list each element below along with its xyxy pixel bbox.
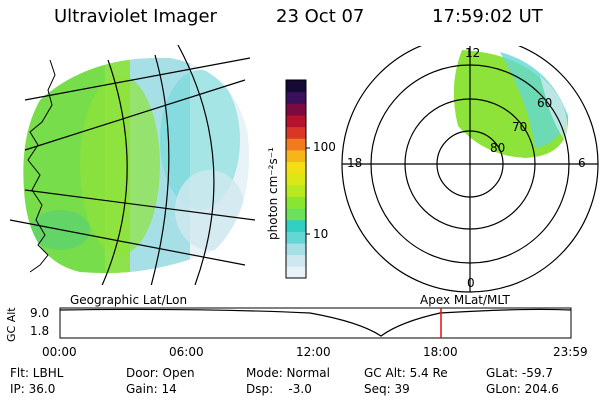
ip-status: IP: 36.0	[10, 382, 56, 396]
altitude-plot	[59, 307, 572, 339]
time-tick-2359: 23:59	[553, 345, 588, 359]
mlat-80-label: 80	[490, 141, 506, 155]
gc-alt-status: GC Alt: 5.4 Re	[364, 366, 448, 380]
colorbar-stripe	[286, 219, 306, 232]
colorbar-stripe	[286, 126, 306, 139]
mlt-12-label: 12	[465, 46, 481, 60]
colorbar	[285, 79, 310, 279]
colorbar-label: photon cm⁻²s⁻¹	[266, 147, 280, 240]
colorbar-stripe	[286, 266, 306, 279]
time-tick-0600: 06:00	[169, 345, 204, 359]
coastline	[27, 59, 56, 273]
filter-status: Flt: LBHL	[10, 366, 64, 380]
colorbar-tick-100: 100	[313, 140, 336, 154]
colorbar-stripe	[286, 138, 306, 151]
gain-status: Gain: 14	[126, 382, 177, 396]
graticule	[9, 44, 256, 285]
mlt-6-label: 6	[578, 156, 586, 170]
colorbar-stripe	[286, 91, 306, 104]
colorbar-stripe	[286, 231, 306, 244]
mlt-18-label: 18	[347, 156, 363, 170]
glat-status: GLat: -59.7	[486, 366, 553, 380]
door-status: Door: Open	[126, 366, 195, 380]
polar-plot	[341, 46, 599, 293]
colorbar-stripe	[286, 173, 306, 186]
geographic-map	[9, 44, 256, 285]
instrument-title: Ultraviolet Imager	[54, 6, 217, 27]
time-tick-1200: 12:00	[296, 345, 331, 359]
glon-status: GLon: 204.6	[486, 382, 559, 396]
colorbar-stripe	[286, 243, 306, 256]
colorbar-stripe	[286, 103, 306, 116]
time-label: 17:59:02 UT	[432, 6, 543, 27]
colorbar-stripe	[286, 208, 306, 221]
colorbar-stripe	[286, 254, 306, 267]
alt-tick-1-8: 1.8	[30, 324, 50, 338]
apex-label: Apex MLat/MLT	[420, 293, 510, 307]
colorbar-stripe	[286, 196, 306, 209]
colorbar-tick-10: 10	[313, 227, 329, 241]
gc-alt-axis-label: GC Alt	[5, 307, 18, 342]
time-tick-1800: 18:00	[423, 345, 458, 359]
date-label: 23 Oct 07	[276, 6, 365, 27]
seq-status: Seq: 39	[364, 382, 410, 396]
mlt-0-label: 0	[467, 276, 475, 290]
dsp-status: Dsp: -3.0	[246, 382, 312, 396]
colorbar-stripe	[286, 161, 306, 174]
alt-tick-9: 9.0	[30, 306, 50, 320]
mode-status: Mode: Normal	[246, 366, 330, 380]
colorbar-stripe	[286, 149, 306, 163]
mlat-70-label: 70	[512, 120, 528, 134]
altitude-curve	[59, 308, 572, 337]
geographic-label: Geographic Lat/Lon	[70, 293, 188, 307]
colorbar-stripe	[286, 114, 306, 128]
time-tick-0000: 00:00	[42, 345, 77, 359]
aurora-image	[23, 57, 250, 274]
colorbar-stripe	[286, 80, 306, 93]
colorbar-stripe	[286, 184, 306, 197]
mlat-60-label: 60	[537, 96, 553, 110]
